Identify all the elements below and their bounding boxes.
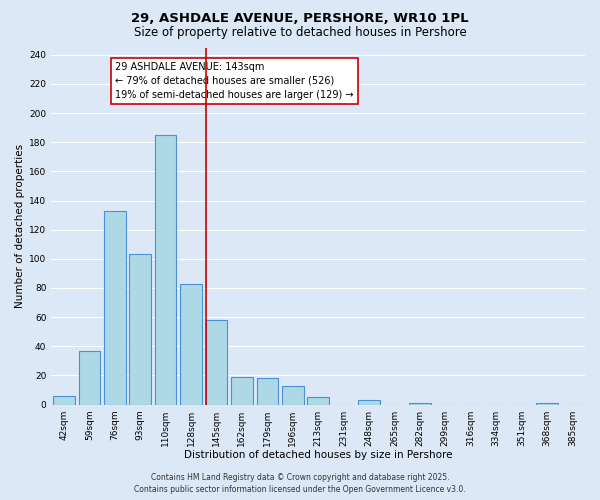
Bar — [536, 403, 557, 404]
Text: Contains HM Land Registry data © Crown copyright and database right 2025.
Contai: Contains HM Land Registry data © Crown c… — [134, 472, 466, 494]
Bar — [130, 254, 151, 404]
Y-axis label: Number of detached properties: Number of detached properties — [15, 144, 25, 308]
Text: 29, ASHDALE AVENUE, PERSHORE, WR10 1PL: 29, ASHDALE AVENUE, PERSHORE, WR10 1PL — [131, 12, 469, 26]
Bar — [104, 210, 125, 404]
Text: 29 ASHDALE AVENUE: 143sqm
← 79% of detached houses are smaller (526)
19% of semi: 29 ASHDALE AVENUE: 143sqm ← 79% of detac… — [115, 62, 354, 100]
Bar — [53, 396, 75, 404]
X-axis label: Distribution of detached houses by size in Pershore: Distribution of detached houses by size … — [184, 450, 452, 460]
Bar — [282, 386, 304, 404]
Bar — [79, 350, 100, 405]
Bar — [155, 135, 176, 404]
Bar — [358, 400, 380, 404]
Bar — [409, 403, 431, 404]
Text: Size of property relative to detached houses in Pershore: Size of property relative to detached ho… — [134, 26, 466, 39]
Bar — [180, 284, 202, 405]
Bar — [231, 377, 253, 404]
Bar — [257, 378, 278, 404]
Bar — [307, 398, 329, 404]
Bar — [206, 320, 227, 404]
